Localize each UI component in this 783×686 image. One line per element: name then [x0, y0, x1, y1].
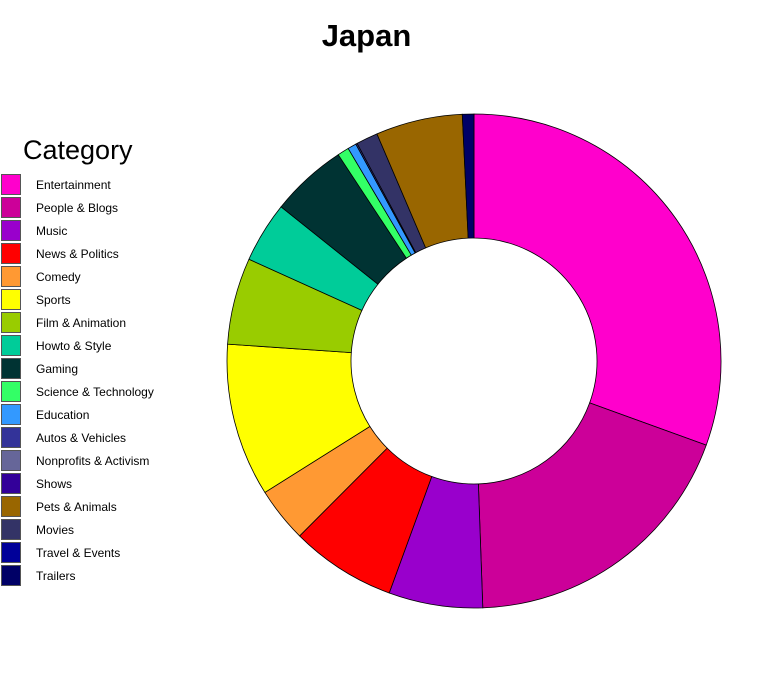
legend-swatch	[1, 358, 21, 379]
chart-title: Japan	[321, 18, 412, 53]
legend-item-trailers: Trailers	[1, 564, 154, 587]
legend-swatch	[1, 404, 21, 425]
legend-swatch	[1, 450, 21, 471]
legend-label: Nonprofits & Activism	[36, 453, 150, 468]
slice-trailers	[461, 113, 475, 239]
legend-swatch	[1, 266, 21, 287]
legend-swatch	[1, 565, 21, 586]
legend-item-people-and-blogs: People & Blogs	[1, 196, 154, 219]
legend-label: Entertainment	[36, 177, 111, 192]
legend-label: Gaming	[36, 361, 79, 376]
legend-label: People & Blogs	[36, 200, 119, 215]
legend-item-gaming: Gaming	[1, 357, 154, 380]
legend-swatch	[1, 496, 21, 517]
legend-swatch	[1, 542, 21, 563]
legend-swatch	[1, 381, 21, 402]
legend-item-howto-and-style: Howto & Style	[1, 334, 154, 357]
legend-label: Autos & Vehicles	[36, 430, 127, 445]
legend-swatch	[1, 335, 21, 356]
legend-item-comedy: Comedy	[1, 265, 154, 288]
legend-item-pets-and-animals: Pets & Animals	[1, 495, 154, 518]
legend-label: Pets & Animals	[36, 499, 117, 514]
legend-item-shows: Shows	[1, 472, 154, 495]
legend-label: Movies	[36, 522, 75, 537]
legend-swatch	[1, 174, 21, 195]
legend-label: Howto & Style	[36, 338, 112, 353]
legend-title: Category	[23, 135, 133, 165]
legend-label: Comedy	[36, 269, 81, 284]
legend-swatch	[1, 312, 21, 333]
slice-entertainment	[473, 113, 722, 446]
legend-items: Entertainment People & Blogs Music News & P…	[1, 173, 154, 587]
legend-swatch	[1, 289, 21, 310]
legend-item-sports: Sports	[1, 288, 154, 311]
legend-item-travel-and-events: Travel & Events	[1, 541, 154, 564]
legend-item-education: Education	[1, 403, 154, 426]
legend-item-news-and-politics: News & Politics	[1, 242, 154, 265]
legend-label: Film & Animation	[36, 315, 127, 330]
legend-item-science-and-technology: Science & Technology	[1, 380, 154, 403]
legend-item-music: Music	[1, 219, 154, 242]
legend-item-autos-and-vehicles: Autos & Vehicles	[1, 426, 154, 449]
legend-label: Science & Technology	[36, 384, 154, 399]
legend-item-film-and-animation: Film & Animation	[1, 311, 154, 334]
legend-label: Travel & Events	[36, 545, 121, 560]
slice-people-and-blogs	[477, 402, 707, 609]
legend-label: Education	[36, 407, 90, 422]
legend-swatch	[1, 519, 21, 540]
legend-item-entertainment: Entertainment	[1, 173, 154, 196]
legend-swatch	[1, 243, 21, 264]
legend-label: Music	[36, 223, 68, 238]
legend-swatch	[1, 197, 21, 218]
legend-label: News & Politics	[36, 246, 119, 261]
legend-label: Trailers	[36, 568, 76, 583]
legend: Category Entertainment People & Blogs Musi…	[1, 133, 154, 587]
legend-item-movies: Movies	[1, 518, 154, 541]
legend-label: Sports	[36, 292, 71, 307]
legend-swatch	[1, 220, 21, 241]
legend-swatch	[1, 473, 21, 494]
legend-item-nonprofits-and-activism: Nonprofits & Activism	[1, 449, 154, 472]
legend-label: Shows	[36, 476, 73, 491]
legend-swatch	[1, 427, 21, 448]
